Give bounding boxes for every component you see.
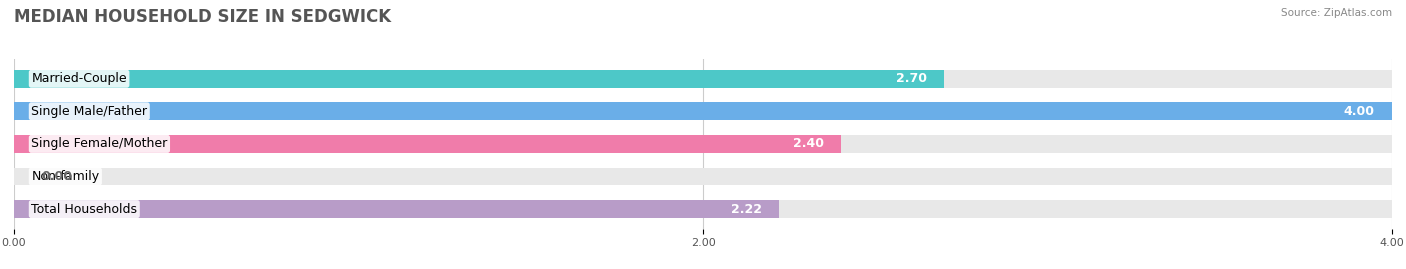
Text: 0.00: 0.00	[42, 170, 73, 183]
Bar	[14, 70, 1392, 88]
Text: Married-Couple: Married-Couple	[31, 72, 127, 85]
Text: MEDIAN HOUSEHOLD SIZE IN SEDGWICK: MEDIAN HOUSEHOLD SIZE IN SEDGWICK	[14, 8, 391, 26]
Bar	[14, 168, 1392, 185]
Bar	[14, 200, 779, 218]
Bar	[14, 200, 1392, 218]
Text: 2.70: 2.70	[896, 72, 927, 85]
Text: Source: ZipAtlas.com: Source: ZipAtlas.com	[1281, 8, 1392, 18]
Text: Non-family: Non-family	[31, 170, 100, 183]
Bar	[14, 102, 1392, 120]
Bar	[14, 135, 1392, 153]
Text: Single Female/Mother: Single Female/Mother	[31, 137, 167, 150]
Bar	[14, 102, 1392, 120]
Text: 2.22: 2.22	[731, 203, 762, 215]
Text: Total Households: Total Households	[31, 203, 138, 215]
Text: 4.00: 4.00	[1344, 105, 1375, 118]
Bar	[14, 70, 945, 88]
Bar	[14, 135, 841, 153]
Text: Single Male/Father: Single Male/Father	[31, 105, 148, 118]
Text: 2.40: 2.40	[793, 137, 824, 150]
